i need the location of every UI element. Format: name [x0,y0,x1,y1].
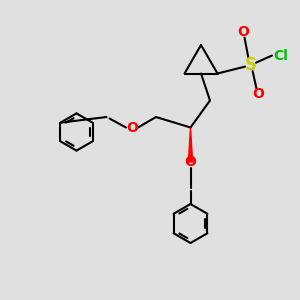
Text: O: O [237,25,249,38]
Text: O: O [126,121,138,134]
Polygon shape [188,128,193,162]
Text: O: O [252,88,264,101]
Text: O: O [184,155,196,169]
Text: Cl: Cl [273,49,288,62]
Text: S: S [244,56,256,74]
